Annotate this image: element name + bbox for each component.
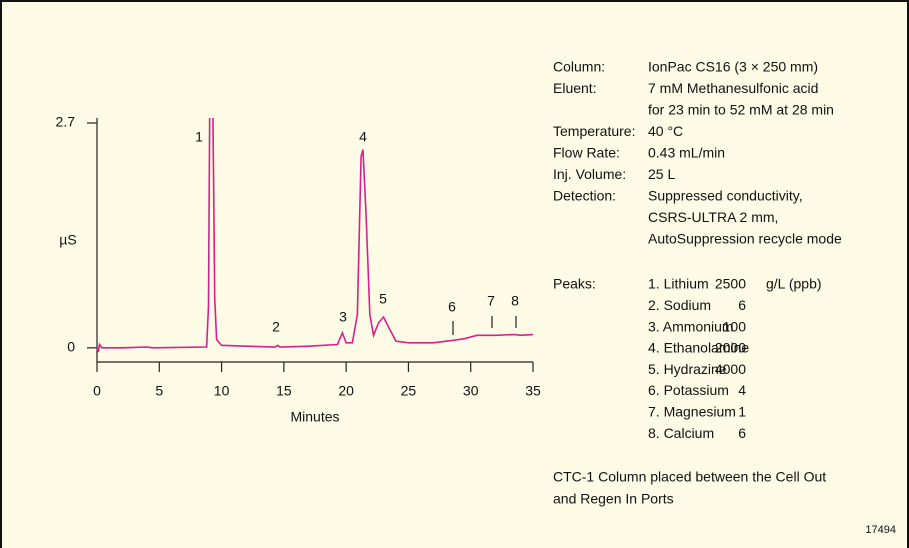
y-tick-label: 0: [67, 339, 75, 355]
peak-name: 7. Magnesium: [648, 404, 736, 420]
x-tick-label: 35: [525, 383, 541, 399]
peak-name: 8. Calcium: [648, 425, 714, 441]
peak-label: 3: [339, 309, 347, 325]
condition-value: 0.43 mL/min: [648, 145, 725, 161]
peak-name: 5. Hydrazine: [648, 361, 727, 377]
x-tick-label: 15: [276, 383, 292, 399]
figure-id: 17494: [865, 524, 896, 536]
peak-conc: 1: [738, 404, 746, 420]
condition-label: Temperature:: [553, 123, 635, 139]
condition-label: Inj. Volume:: [553, 166, 626, 182]
peak-label: 7: [487, 293, 495, 309]
peak-label: 8: [511, 293, 519, 309]
note: and Regen In Ports: [553, 491, 674, 507]
peak-name: 1. Lithium: [648, 276, 709, 292]
x-axis-label: Minutes: [290, 409, 339, 425]
condition-value: 7 mM Methanesulfonic acid: [648, 80, 818, 96]
trace: [96, 118, 534, 353]
condition-label: Column:: [553, 59, 605, 75]
peak-conc: 6: [738, 425, 746, 441]
peak-label: 4: [359, 129, 367, 145]
condition-value: 40 °C: [648, 123, 683, 139]
y-tick-label: 2.7: [56, 114, 76, 130]
peak-name: 3. Ammonium: [648, 318, 734, 334]
peaks-unit: g/L (ppb): [766, 276, 822, 292]
peak-label: 6: [448, 299, 456, 315]
peak-conc: 4: [738, 382, 746, 398]
x-tick-label: 10: [214, 383, 230, 399]
x-tick-label: 5: [155, 383, 163, 399]
condition-value: CSRS-ULTRA 2 mm,: [648, 209, 778, 225]
condition-value: for 23 min to 52 mM at 28 min: [648, 102, 834, 118]
condition-value: AutoSuppression recycle mode: [648, 231, 842, 247]
peak-name: 6. Potassium: [648, 382, 729, 398]
condition-value: Suppressed conductivity,: [648, 188, 803, 204]
note: CTC-1 Column placed between the Cell Out: [553, 469, 826, 485]
peak-conc: 2000: [715, 340, 746, 356]
condition-label: Eluent:: [553, 80, 597, 96]
peak-conc: 4000: [715, 361, 746, 377]
peak-conc: 100: [723, 318, 747, 334]
condition-label: Detection:: [553, 188, 616, 204]
peak-name: 2. Sodium: [648, 297, 711, 313]
x-tick-label: 25: [401, 383, 417, 399]
peaks-label: Peaks:: [553, 276, 596, 292]
condition-value: IonPac CS16 (3 × 250 mm): [648, 59, 818, 75]
x-tick-label: 30: [463, 383, 479, 399]
condition-label: Flow Rate:: [553, 145, 620, 161]
peak-name: 4. Ethanolamine: [648, 340, 749, 356]
x-tick-label: 0: [93, 383, 101, 399]
peak-label: 5: [379, 291, 387, 307]
x-tick-label: 20: [338, 383, 354, 399]
peak-conc: 2500: [715, 276, 746, 292]
peak-label: 1: [195, 129, 203, 145]
peak-conc: 6: [738, 297, 746, 313]
condition-value: 25 L: [648, 166, 675, 182]
peak-label: 2: [272, 319, 280, 335]
y-axis-label: µS: [59, 232, 76, 248]
